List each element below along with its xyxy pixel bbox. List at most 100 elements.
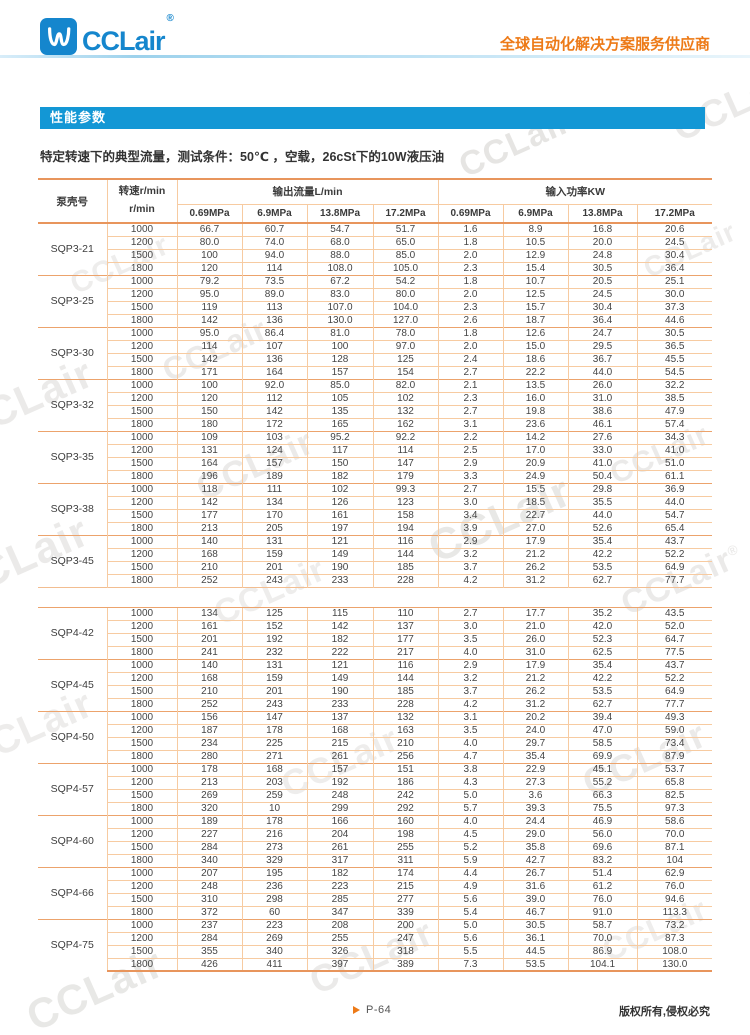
value-cell: 62.9 bbox=[636, 866, 712, 880]
speed-cell: 1000 bbox=[106, 710, 177, 724]
value-cell: 78.0 bbox=[372, 326, 438, 340]
value-cell: 116 bbox=[372, 658, 438, 672]
value-cell: 372 bbox=[176, 905, 242, 919]
speed-cell: 1000 bbox=[106, 918, 177, 932]
col-header-pressure: 6.9MPa bbox=[502, 203, 568, 223]
speed-cell: 1500 bbox=[106, 892, 177, 906]
value-cell: 35.8 bbox=[502, 840, 568, 854]
value-cell: 135 bbox=[306, 404, 373, 418]
value-cell: 329 bbox=[241, 853, 307, 867]
value-cell: 161 bbox=[306, 508, 373, 522]
value-cell: 127.0 bbox=[372, 313, 438, 327]
value-cell: 178 bbox=[241, 723, 307, 737]
value-cell: 4.2 bbox=[437, 573, 503, 587]
value-cell: 44.5 bbox=[502, 944, 568, 958]
value-cell: 159 bbox=[241, 547, 307, 561]
table-row: 1500 150 142 135 132 2.7 19.8 38.6 47.9 bbox=[38, 404, 712, 418]
value-cell: 26.7 bbox=[502, 866, 568, 880]
value-cell: 36.4 bbox=[567, 313, 637, 327]
table-row: 1800 340 329 317 311 5.9 42.7 83.2 104 bbox=[38, 853, 712, 867]
speed-cell: 1000 bbox=[106, 866, 177, 880]
speed-cell: 1800 bbox=[106, 365, 177, 379]
speed-cell: 1800 bbox=[106, 573, 177, 587]
value-cell: 80.0 bbox=[176, 235, 242, 249]
value-cell: 32.2 bbox=[636, 378, 712, 392]
value-cell: 12.5 bbox=[502, 287, 568, 301]
value-cell: 4.4 bbox=[437, 866, 503, 880]
value-cell: 103 bbox=[241, 430, 307, 444]
speed-header-top: 转速r/min bbox=[118, 185, 166, 198]
table-row: SQP4-45 1000 140 131 121 116 2.9 17.9 35.4 43.7 bbox=[38, 658, 712, 711]
col-header-pressure: 13.8MPa bbox=[306, 203, 373, 223]
value-cell: 4.0 bbox=[437, 645, 503, 659]
value-cell: 66.7 bbox=[176, 222, 242, 236]
value-cell: 105.0 bbox=[372, 261, 438, 275]
table-row: 1200 131 124 117 114 2.5 17.0 33.0 41.0 bbox=[38, 443, 712, 457]
value-cell: 20.5 bbox=[567, 274, 637, 288]
table-row: 1800 426 411 397 389 7.3 53.5 104.1 130.0 bbox=[38, 957, 712, 972]
value-cell: 160 bbox=[372, 814, 438, 828]
value-cell: 38.6 bbox=[567, 404, 637, 418]
value-cell: 10.7 bbox=[502, 274, 568, 288]
value-cell: 100 bbox=[306, 339, 373, 353]
speed-cell: 1500 bbox=[106, 684, 177, 698]
page-number-block: P-64 bbox=[353, 1004, 391, 1016]
value-cell: 164 bbox=[176, 456, 242, 470]
value-cell: 125 bbox=[241, 606, 307, 620]
value-cell: 82.5 bbox=[636, 788, 712, 802]
speed-cell: 1000 bbox=[106, 658, 177, 672]
speed-cell: 1800 bbox=[106, 417, 177, 431]
value-cell: 52.6 bbox=[567, 521, 637, 535]
value-cell: 45.5 bbox=[636, 352, 712, 366]
table-row: 1800 372 60 347 339 5.4 46.7 91.0 113.3 bbox=[38, 905, 712, 919]
value-cell: 17.9 bbox=[502, 658, 568, 672]
value-cell: 61.2 bbox=[567, 879, 637, 893]
value-cell: 52.0 bbox=[636, 619, 712, 633]
speed-cell: 1200 bbox=[106, 339, 177, 353]
value-cell: 158 bbox=[372, 508, 438, 522]
value-cell: 105 bbox=[306, 391, 373, 405]
speed-cell: 1800 bbox=[106, 749, 177, 763]
value-cell: 182 bbox=[306, 632, 373, 646]
value-cell: 20.2 bbox=[502, 710, 568, 724]
value-cell: 318 bbox=[372, 944, 438, 958]
value-cell: 109 bbox=[176, 430, 242, 444]
speed-cell: 1000 bbox=[106, 762, 177, 776]
company-logo: CCLair® bbox=[40, 14, 174, 55]
table-row: 1500 210 201 190 185 3.7 26.2 53.5 64.9 bbox=[38, 560, 712, 574]
value-cell: 5.2 bbox=[437, 840, 503, 854]
value-cell: 123 bbox=[372, 495, 438, 509]
value-cell: 3.1 bbox=[437, 417, 503, 431]
value-cell: 228 bbox=[372, 697, 438, 711]
value-cell: 233 bbox=[306, 697, 373, 711]
speed-cell: 1500 bbox=[106, 788, 177, 802]
value-cell: 2.3 bbox=[437, 300, 503, 314]
value-cell: 189 bbox=[241, 469, 307, 483]
value-cell: 35.4 bbox=[502, 749, 568, 763]
value-cell: 30.5 bbox=[636, 326, 712, 340]
watermark: CCLair bbox=[666, 58, 750, 151]
value-cell: 1.6 bbox=[437, 222, 503, 236]
speed-cell: 1800 bbox=[106, 261, 177, 275]
speed-cell: 1500 bbox=[106, 352, 177, 366]
value-cell: 165 bbox=[306, 417, 373, 431]
header-divider bbox=[0, 55, 750, 58]
value-cell: 18.5 bbox=[502, 495, 568, 509]
value-cell: 12.9 bbox=[502, 248, 568, 262]
value-cell: 89.0 bbox=[241, 287, 307, 301]
value-cell: 51.7 bbox=[372, 222, 438, 236]
value-cell: 112 bbox=[241, 391, 307, 405]
pump-model-cell: SQP3-21 bbox=[38, 222, 107, 275]
table-row: SQP4-60 1000 189 178 166 160 4.0 24.4 46.9 58.6 bbox=[38, 814, 712, 867]
value-cell: 2.7 bbox=[437, 606, 503, 620]
speed-cell: 1200 bbox=[106, 391, 177, 405]
value-cell: 77.7 bbox=[636, 573, 712, 587]
value-cell: 168 bbox=[176, 547, 242, 561]
value-cell: 4.0 bbox=[437, 736, 503, 750]
speed-cell: 1800 bbox=[106, 521, 177, 535]
value-cell: 54.7 bbox=[636, 508, 712, 522]
value-cell: 15.5 bbox=[502, 482, 568, 496]
value-cell: 261 bbox=[306, 840, 373, 854]
speed-cell: 1000 bbox=[106, 274, 177, 288]
value-cell: 111 bbox=[241, 482, 307, 496]
